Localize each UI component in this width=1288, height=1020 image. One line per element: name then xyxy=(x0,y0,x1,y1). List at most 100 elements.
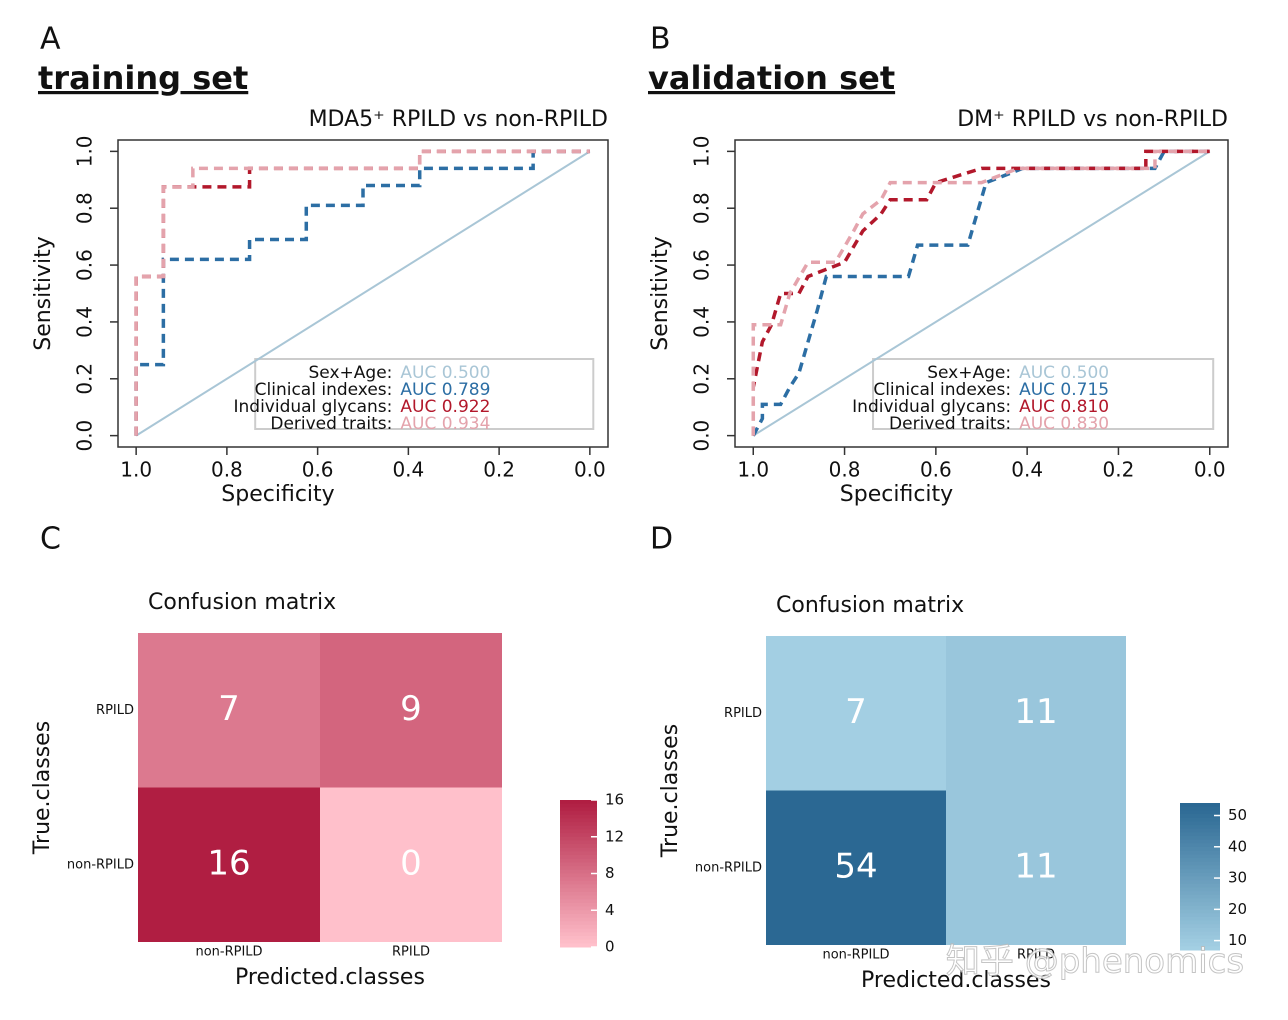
plot-frame xyxy=(117,139,609,448)
y-tick-label: 0.2 xyxy=(73,363,97,395)
colorbar-segment xyxy=(1180,916,1220,922)
panel-label: A xyxy=(40,22,61,57)
colorbar-segment xyxy=(1180,902,1220,907)
colorbar-segment xyxy=(1180,872,1220,877)
colorbar-tick-label: 50 xyxy=(1228,806,1247,824)
x-tick-label: 0.6 xyxy=(920,458,952,482)
colorbar-segment xyxy=(1180,887,1220,892)
x-tick-label: non-RPILD xyxy=(195,945,262,960)
colorbar-tick-label: 0 xyxy=(605,938,615,956)
chart-title: MDA5⁺ RPILD vs non-RPILD xyxy=(309,107,608,132)
cell-label: 54 xyxy=(834,846,877,886)
legend-name: Sex+Age: xyxy=(309,363,393,383)
colorbar-segment xyxy=(560,891,597,897)
x-tick-label: RPILD xyxy=(392,945,430,960)
heatmap-cell xyxy=(946,790,1126,945)
legend-name: Derived traits: xyxy=(270,414,392,434)
legend-auc: AUC 0.500 xyxy=(400,363,490,383)
colorbar-segment xyxy=(1180,861,1220,866)
x-tick-label: 0.2 xyxy=(483,458,515,482)
colorbar-segment xyxy=(1180,858,1220,863)
heatmap-cell xyxy=(138,633,320,788)
y-tick-label: 0.2 xyxy=(690,363,714,395)
colorbar-segment xyxy=(1180,909,1220,914)
colorbar-segment xyxy=(560,888,597,893)
legend-auc: AUC 0.810 xyxy=(1019,397,1109,417)
colorbar-segment xyxy=(1180,880,1220,885)
colorbar-segment xyxy=(1180,839,1220,844)
x-tick-label: 1.0 xyxy=(737,458,769,482)
colorbar-tick-label: 8 xyxy=(605,864,615,882)
y-axis-label: True.classes xyxy=(658,724,683,858)
cell-label: 11 xyxy=(1014,846,1057,886)
chart-title: Confusion matrix xyxy=(148,590,336,615)
colorbar-segment xyxy=(1180,843,1220,848)
legend-auc: AUC 0.830 xyxy=(1019,414,1109,434)
colorbar-segment xyxy=(1180,825,1220,830)
colorbar-tick-label: 30 xyxy=(1228,869,1247,887)
legend-name: Sex+Age: xyxy=(927,363,1011,383)
colorbar-segment xyxy=(1180,850,1220,855)
colorbar-segment xyxy=(1180,946,1220,951)
y-tick-label: RPILD xyxy=(724,706,762,721)
colorbar-segment xyxy=(560,899,597,904)
colorbar-segment xyxy=(560,844,597,849)
cell-label: 16 xyxy=(207,843,250,883)
colorbar-segment xyxy=(560,921,597,926)
colorbar-segment xyxy=(560,866,597,871)
colorbar-segment xyxy=(1180,876,1220,881)
colorbar-segment xyxy=(1180,898,1220,903)
legend-auc: AUC 0.500 xyxy=(1019,363,1109,383)
colorbar-segment xyxy=(1180,817,1220,822)
y-tick-label: RPILD xyxy=(96,703,134,718)
x-tick-label: 0.0 xyxy=(1194,458,1226,482)
x-tick-label: 0.4 xyxy=(1011,458,1043,482)
roc-curve xyxy=(751,149,1210,436)
colorbar-segment xyxy=(560,943,597,948)
legend-auc: AUC 0.922 xyxy=(400,397,490,417)
colorbar-segment xyxy=(1180,821,1220,826)
colorbar-segment xyxy=(1180,913,1220,918)
colorbar-segment xyxy=(560,928,597,933)
colorbar-segment xyxy=(560,840,597,845)
y-axis-label: Sensitivity xyxy=(648,236,673,351)
colorbar-segment xyxy=(1180,803,1220,808)
colorbar-segment xyxy=(1180,832,1220,837)
watermark: 知乎 @phenomics xyxy=(946,942,1244,982)
panel-heading: training set xyxy=(38,59,248,97)
colorbar-segment xyxy=(560,880,597,886)
colorbar-tick-label: 20 xyxy=(1228,900,1247,918)
colorbar-tick-label: 4 xyxy=(605,901,615,919)
roc-curve xyxy=(134,149,590,436)
cell-label: 11 xyxy=(1014,692,1057,732)
colorbar-segment xyxy=(560,862,597,867)
roc-curve xyxy=(752,150,1211,437)
panel-label: D xyxy=(650,522,673,557)
heatmap-cell xyxy=(766,636,946,791)
colorbar-segment xyxy=(1180,836,1220,841)
legend-auc: AUC 0.789 xyxy=(400,380,490,400)
colorbar-segment xyxy=(1180,927,1220,933)
heatmap-cell xyxy=(320,787,502,942)
colorbar-segment xyxy=(1180,891,1220,896)
x-tick-label: 0.4 xyxy=(392,458,424,482)
colorbar-segment xyxy=(560,800,597,805)
colorbar-segment xyxy=(1180,883,1220,889)
colorbar-segment xyxy=(560,873,597,878)
colorbar-tick-label: 16 xyxy=(605,791,624,809)
colorbar-segment xyxy=(560,917,597,922)
colorbar-segment xyxy=(1180,847,1220,852)
y-tick-label: 1.0 xyxy=(690,135,714,167)
legend-name: Individual glycans: xyxy=(852,397,1011,417)
legend-auc: AUC 0.934 xyxy=(400,414,490,434)
cell-label: 7 xyxy=(218,689,240,729)
cell-label: 0 xyxy=(400,843,422,883)
colorbar-tick-label: 10 xyxy=(1228,931,1247,949)
chart-title: DM⁺ RPILD vs non-RPILD xyxy=(957,107,1228,132)
colorbar-segment xyxy=(560,935,597,941)
colorbar-segment xyxy=(560,939,597,944)
chart-title: Confusion matrix xyxy=(776,593,964,618)
cell-label: 9 xyxy=(400,689,422,729)
x-tick-label: 1.0 xyxy=(120,458,152,482)
panel-label: B xyxy=(650,22,671,57)
